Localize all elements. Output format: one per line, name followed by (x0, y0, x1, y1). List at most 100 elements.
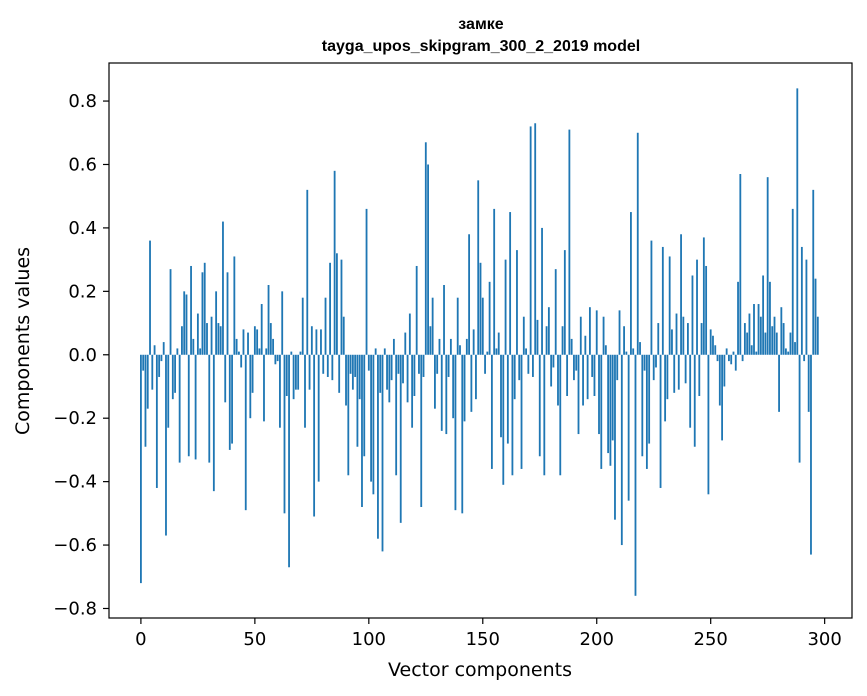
bar-255 (721, 354, 723, 441)
bar-230 (664, 354, 667, 422)
bar-117 (406, 354, 409, 403)
bar-111 (392, 338, 395, 355)
bar-236 (677, 354, 680, 390)
x-tick-label: 250 (694, 629, 728, 650)
bar-130 (436, 354, 439, 374)
y-tick-label: 0.6 (68, 154, 97, 175)
bar-218 (636, 132, 639, 355)
bar-290 (800, 246, 803, 355)
bar-243 (693, 354, 696, 447)
bar-31 (210, 316, 213, 355)
bar-50 (253, 326, 256, 355)
bar-32 (212, 354, 215, 492)
bar-83 (329, 262, 331, 355)
bar-79 (320, 329, 322, 355)
bar-87 (338, 354, 341, 393)
bar-69 (297, 354, 300, 390)
bar-209 (616, 354, 619, 381)
bar-58 (272, 338, 275, 355)
bar-72 (304, 354, 306, 428)
bar-60 (276, 354, 279, 362)
bar-122 (418, 354, 420, 374)
y-axis-ticks: −0.8 −0.6 −0.4 −0.2 0.0 0.2 0.4 0.6 0.8 (53, 91, 109, 619)
bar-244 (696, 259, 698, 355)
bar-251 (712, 335, 714, 355)
bar-86 (336, 253, 338, 355)
bar-197 (588, 307, 591, 355)
bar-288 (796, 88, 799, 355)
bar-203 (602, 316, 605, 355)
bar-235 (675, 313, 678, 355)
bar-166 (518, 354, 521, 381)
bar-293 (807, 354, 810, 412)
bar-141 (461, 354, 464, 514)
bar-191 (575, 354, 578, 371)
bar-26 (199, 348, 202, 355)
bar-16 (176, 348, 179, 355)
bar-103 (374, 348, 377, 355)
bar-161 (506, 354, 509, 444)
bar-173 (534, 123, 537, 355)
bar-12 (167, 354, 170, 428)
bar-29 (206, 323, 208, 355)
bar-53 (260, 304, 263, 355)
bar-174 (536, 319, 539, 355)
bar-121 (415, 265, 418, 355)
bar-37 (224, 354, 227, 403)
x-tick-label: 0 (135, 629, 146, 650)
bar-208 (614, 354, 616, 520)
bar-204 (604, 345, 607, 355)
bar-147 (475, 354, 477, 400)
x-tick-label: 150 (466, 629, 500, 650)
bar-124 (422, 354, 425, 377)
bar-275 (766, 177, 769, 355)
bar-47 (247, 332, 249, 355)
bar-20 (185, 294, 188, 355)
x-tick-label: 200 (580, 629, 614, 650)
bar-183 (557, 354, 559, 406)
bar-13 (169, 269, 172, 355)
bar-76 (313, 354, 316, 517)
bar-276 (769, 281, 771, 355)
bar-252 (714, 345, 717, 355)
bar-182 (554, 269, 557, 355)
bar-281 (780, 307, 783, 355)
bar-220 (641, 354, 644, 457)
bar-210 (618, 310, 621, 355)
bar-65 (288, 354, 290, 568)
bar-89 (342, 316, 345, 355)
bar-59 (274, 354, 277, 365)
bar-4 (149, 240, 151, 355)
bar-212 (623, 326, 625, 355)
bar-96 (358, 354, 361, 400)
bar-239 (684, 354, 687, 384)
bar-289 (798, 354, 801, 463)
bar-294 (810, 354, 812, 555)
bar-151 (484, 354, 486, 374)
bar-179 (547, 307, 550, 355)
bar-38 (226, 272, 229, 355)
bar-94 (354, 354, 357, 377)
bar-137 (452, 354, 455, 419)
bar-148 (477, 180, 480, 355)
bar-157 (497, 332, 500, 355)
y-axis-label: Components values (12, 247, 34, 435)
bar-11 (165, 354, 167, 536)
bar-168 (522, 316, 525, 355)
bar-126 (427, 164, 429, 355)
bar-80 (322, 354, 325, 374)
bar-8 (158, 354, 161, 377)
bar-132 (440, 354, 443, 431)
y-tick-label: −0.8 (53, 598, 97, 619)
bar-133 (443, 285, 445, 355)
bar-249 (707, 354, 710, 495)
bar-49 (251, 354, 254, 393)
bar-261 (734, 354, 737, 371)
bar-105 (379, 354, 382, 393)
bar-25 (196, 313, 199, 355)
bar-series (140, 88, 819, 596)
bar-224 (650, 240, 653, 355)
y-tick-label: 0.0 (68, 345, 97, 366)
bar-192 (577, 354, 580, 435)
bar-291 (803, 354, 806, 362)
